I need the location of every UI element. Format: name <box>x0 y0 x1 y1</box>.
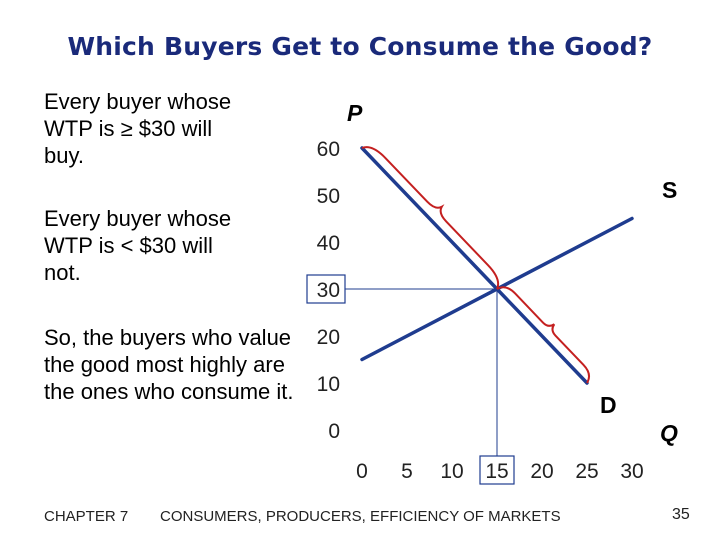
text-conclusion: So, the buyers who value the good most h… <box>44 325 294 404</box>
x-tick-label: 15 <box>485 460 508 483</box>
demand-curve <box>360 146 589 385</box>
slide-title: Which Buyers Get to Consume the Good? <box>67 32 653 61</box>
y-tick-label: 50 <box>317 185 340 208</box>
x-tick-label: 20 <box>530 460 553 483</box>
bracket-wtp-below <box>496 286 591 384</box>
y-tick-label: 10 <box>317 373 340 396</box>
text-buyers-above: Every buyer whose WTP is ≥ $30 will buy. <box>44 89 232 168</box>
x-axis-label: Q <box>660 420 678 446</box>
y-tick-label: 20 <box>317 326 340 349</box>
x-tick-label: 30 <box>620 460 643 483</box>
text-buyers-below: Every buyer whose WTP is < $30 will not. <box>44 206 232 285</box>
x-tick-label: 10 <box>440 460 463 483</box>
demand-curve-label: D <box>600 392 617 418</box>
footer-title: CONSUMERS, PRODUCERS, EFFICIENCY OF MARK… <box>160 508 561 525</box>
y-axis-label: P <box>347 100 363 126</box>
x-tick-label: 5 <box>401 460 413 483</box>
y-tick-label: 0 <box>328 420 340 443</box>
supply-curve-label: S <box>662 177 677 203</box>
bracket-wtp-above <box>361 146 500 290</box>
footer-chapter: CHAPTER 7 <box>44 508 129 525</box>
x-tick-label: 25 <box>575 460 598 483</box>
page-number: 35 <box>672 506 690 523</box>
y-tick-label: 40 <box>317 232 340 255</box>
y-tick-label: 30 <box>317 279 340 302</box>
x-tick-label: 0 <box>356 460 368 483</box>
y-tick-label: 60 <box>317 138 340 161</box>
